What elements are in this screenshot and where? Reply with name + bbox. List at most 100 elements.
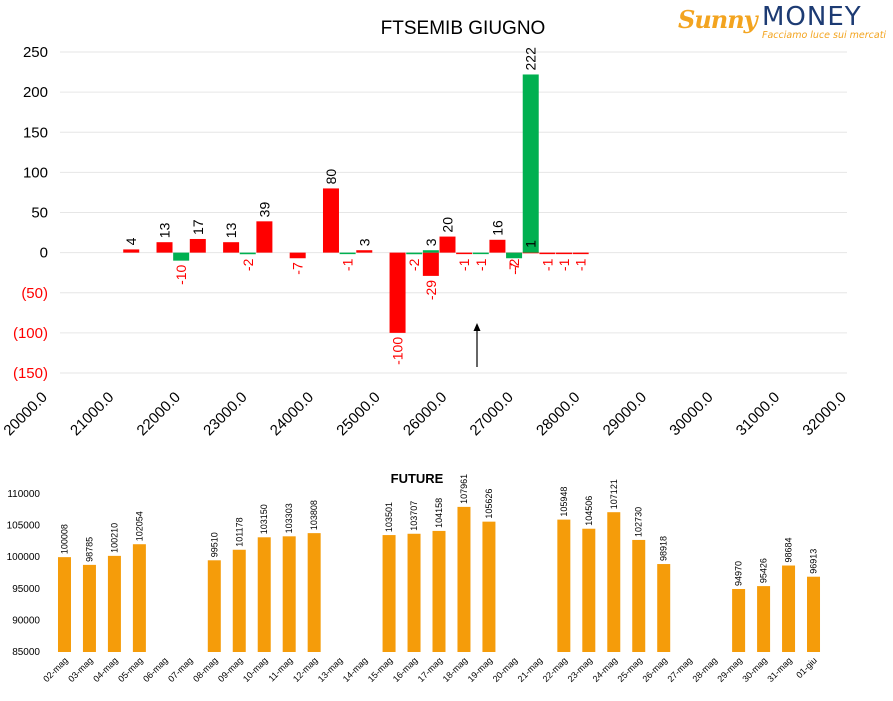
future-bar	[207, 560, 221, 652]
data-label: -1	[573, 258, 589, 271]
future-x-tick-label: 01-giu	[794, 655, 819, 680]
future-x-tick-label: 27-mag	[665, 655, 694, 684]
future-x-tick-label: 17-mag	[416, 655, 445, 684]
y-tick-label: (50)	[21, 285, 48, 302]
x-tick-label: 30000.0	[666, 389, 716, 439]
future-x-tick-label: 13-mag	[316, 655, 345, 684]
future-value-label: 107121	[609, 479, 619, 509]
future-bar	[232, 549, 246, 652]
future-x-tick-label: 03-mag	[66, 655, 95, 684]
bar-green	[506, 252, 523, 259]
future-x-tick-label: 21-mag	[516, 655, 545, 684]
bar-red	[322, 188, 339, 253]
y-tick-label: 150	[23, 124, 48, 141]
future-x-tick-label: 20-mag	[491, 655, 520, 684]
y-tick-label: 100	[23, 164, 48, 181]
data-label: -1	[539, 258, 555, 271]
annotation-arrow	[473, 323, 481, 367]
future-bar	[432, 530, 446, 652]
future-title: FUTURE	[391, 471, 444, 486]
data-label: 4	[123, 237, 139, 245]
future-bar	[657, 564, 671, 652]
future-value-label: 103707	[409, 501, 419, 531]
future-x-tick-label: 28-mag	[690, 655, 719, 684]
future-x-tick-label: 30-mag	[740, 655, 769, 684]
bar-green	[422, 250, 439, 253]
data-label: 20	[440, 217, 456, 233]
data-label: -7	[506, 262, 522, 275]
future-bar	[132, 544, 146, 652]
x-tick-label: 29000.0	[600, 389, 650, 439]
bar-green	[406, 252, 423, 255]
future-x-tick-label: 25-mag	[616, 655, 645, 684]
x-tick-label: 24000.0	[267, 389, 317, 439]
data-label: -2	[240, 258, 256, 271]
future-bar	[607, 512, 621, 652]
bar-red	[556, 252, 573, 255]
x-tick-label: 27000.0	[467, 389, 517, 439]
bar-red	[123, 249, 140, 253]
future-value-label: 99510	[209, 532, 219, 557]
x-tick-label: 20000.0	[0, 389, 50, 439]
future-bar	[757, 586, 771, 652]
future-value-label: 103150	[259, 504, 269, 534]
x-tick-label: 32000.0	[799, 389, 849, 439]
future-y-tick-label: 100000	[7, 552, 41, 563]
chart-title: FTSEMIB GIUGNO	[381, 18, 546, 39]
bar-red	[572, 252, 589, 255]
future-value-label: 105948	[559, 487, 569, 517]
future-value-label: 102054	[134, 511, 144, 541]
future-x-tick-label: 19-mag	[466, 655, 495, 684]
future-value-label: 100008	[59, 524, 69, 554]
bar-red	[223, 242, 240, 253]
bar-red	[356, 250, 373, 253]
future-bar	[732, 588, 746, 652]
future-bar	[382, 535, 396, 652]
future-bar	[107, 555, 121, 652]
x-tick-label: 28000.0	[533, 389, 583, 439]
data-label: -1	[473, 258, 489, 271]
logo-sunny-text: Sunny	[678, 5, 758, 34]
future-x-tick-label: 05-mag	[116, 655, 145, 684]
data-label: 17	[190, 219, 206, 235]
future-bar	[457, 506, 471, 652]
future-bar	[632, 539, 646, 652]
y-tick-label: (150)	[13, 365, 48, 382]
future-x-tick-label: 18-mag	[441, 655, 470, 684]
y-tick-label: 250	[23, 44, 48, 61]
future-y-tick-label: 85000	[12, 647, 40, 658]
data-label: -2	[406, 258, 422, 271]
future-value-label: 103501	[384, 502, 394, 532]
future-x-tick-label: 31-mag	[765, 655, 794, 684]
future-bar	[407, 533, 421, 652]
future-bar	[257, 537, 271, 652]
future-value-label: 103808	[309, 500, 319, 530]
future-value-label: 100210	[109, 523, 119, 553]
bar-red	[439, 236, 456, 253]
data-label: -100	[390, 337, 406, 365]
future-y-tick-label: 110000	[7, 489, 40, 500]
data-label: 222	[523, 47, 539, 71]
bar-red	[289, 252, 306, 259]
future-x-tick-label: 22-mag	[541, 655, 570, 684]
future-value-label: 95426	[759, 558, 769, 583]
future-x-tick-label: 07-mag	[166, 655, 195, 684]
data-label: 39	[256, 202, 272, 218]
future-chart: FUTURE 110000 105000 100000 95000 90000 85000…	[7, 471, 821, 684]
future-value-label: 98684	[784, 537, 794, 562]
x-tick-label: 31000.0	[733, 389, 783, 439]
future-bar	[782, 565, 796, 652]
future-y-tick-label: 90000	[12, 615, 40, 626]
data-label: -1	[340, 258, 356, 271]
future-value-label: 104158	[434, 498, 444, 528]
y-tick-label: 200	[23, 84, 48, 101]
x-tick-label: 21000.0	[67, 389, 117, 439]
data-label: 16	[489, 220, 505, 236]
bar-red	[389, 252, 406, 333]
future-x-tick-label: 24-mag	[591, 655, 620, 684]
future-x-tick-label: 15-mag	[366, 655, 395, 684]
bar-green	[239, 252, 256, 255]
bar-red	[489, 239, 506, 253]
future-value-label: 98918	[659, 536, 669, 561]
future-bar	[282, 536, 296, 652]
